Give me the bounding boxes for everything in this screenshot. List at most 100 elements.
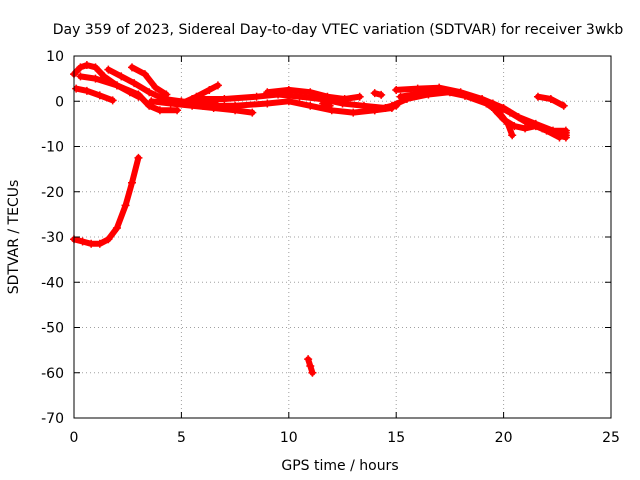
data-point — [508, 131, 517, 140]
series-layer — [70, 61, 570, 377]
data-point — [188, 101, 197, 110]
data-point — [188, 94, 197, 103]
data-point — [340, 94, 349, 103]
data-point — [76, 72, 85, 81]
y-tick-label: -10 — [41, 140, 64, 156]
data-point — [355, 92, 364, 101]
x-tick-label: 15 — [387, 430, 405, 446]
data-point — [439, 87, 448, 96]
data-point — [306, 101, 315, 110]
data-point — [87, 239, 96, 248]
series-arc-17 — [533, 92, 568, 110]
data-point — [542, 126, 551, 135]
y-tick-label: -70 — [41, 411, 64, 427]
data-point — [514, 113, 523, 122]
x-tick-label: 10 — [280, 430, 298, 446]
series-arc-2 — [304, 355, 317, 377]
series-line — [178, 82, 221, 107]
data-point — [531, 122, 540, 131]
x-tick-label: 20 — [495, 430, 513, 446]
tick-layer — [73, 55, 612, 419]
y-tick-label: 10 — [46, 49, 64, 65]
data-point — [95, 91, 104, 100]
data-point — [417, 89, 426, 98]
data-point — [555, 128, 564, 137]
series-arc-5 — [76, 72, 182, 115]
data-point — [155, 106, 164, 115]
data-point — [78, 237, 87, 246]
data-point — [140, 70, 149, 79]
series-line — [129, 64, 170, 98]
data-point — [308, 368, 317, 377]
series-line — [492, 107, 569, 141]
data-point — [319, 99, 328, 108]
data-point — [147, 97, 156, 106]
data-point — [252, 92, 261, 101]
chart-title: Day 359 of 2023, Sidereal Day-to-day VTE… — [53, 22, 624, 38]
data-point — [304, 355, 313, 364]
data-point — [104, 235, 113, 244]
series-line — [71, 154, 142, 247]
data-point — [117, 72, 126, 81]
data-point — [306, 361, 315, 370]
data-point — [130, 79, 139, 88]
data-point — [104, 65, 113, 74]
x-tick-label: 25 — [602, 430, 620, 446]
data-point — [349, 108, 358, 117]
series-line — [73, 85, 116, 104]
data-point — [82, 86, 91, 95]
data-point — [231, 101, 240, 110]
data-point — [510, 122, 519, 131]
data-point — [166, 99, 175, 108]
data-point — [145, 88, 154, 97]
data-point — [387, 101, 396, 110]
data-point — [91, 74, 100, 83]
data-point — [533, 92, 542, 101]
data-point — [127, 63, 136, 72]
data-point — [284, 85, 293, 94]
series-arc-11 — [198, 97, 396, 117]
data-point — [91, 63, 100, 72]
data-point — [284, 97, 293, 106]
data-point — [263, 88, 272, 97]
data-point — [121, 201, 130, 210]
data-point — [177, 99, 186, 108]
x-tick-labels: 0 5 10 15 20 25 — [70, 430, 620, 446]
data-point — [460, 91, 469, 100]
data-point — [396, 92, 405, 101]
y-tick-label: 0 — [55, 94, 64, 110]
data-point — [134, 153, 143, 162]
y-tick-label: -50 — [41, 321, 64, 337]
series-arc-12 — [263, 85, 364, 103]
data-point — [213, 81, 222, 90]
y-tick-label: -60 — [41, 366, 64, 382]
y-axis-label: SDTVAR / TECUs — [6, 180, 22, 295]
data-point — [134, 90, 143, 99]
data-point — [263, 99, 272, 108]
data-point — [491, 106, 500, 115]
series-arc-7 — [127, 63, 171, 99]
data-point — [220, 94, 229, 103]
data-point — [151, 83, 160, 92]
data-point — [559, 101, 568, 110]
series-arc-20 — [555, 128, 570, 140]
data-point — [127, 178, 136, 187]
data-point — [370, 106, 379, 115]
data-point — [248, 108, 257, 117]
x-tick-label: 5 — [177, 430, 186, 446]
data-point — [499, 115, 508, 124]
data-point — [306, 88, 315, 97]
y-tick-label: -20 — [41, 185, 64, 201]
series-arc-1 — [70, 153, 143, 248]
x-tick-label: 0 — [70, 430, 79, 446]
data-point — [546, 94, 555, 103]
series-arc-9 — [177, 81, 222, 108]
data-point — [112, 223, 121, 232]
series-arc-4 — [72, 84, 117, 105]
data-point — [561, 131, 570, 140]
data-point — [392, 85, 401, 94]
x-axis-label: GPS time / hours — [281, 458, 398, 474]
data-point — [499, 104, 508, 113]
data-point — [482, 99, 491, 108]
y-tick-label: -40 — [41, 275, 64, 291]
